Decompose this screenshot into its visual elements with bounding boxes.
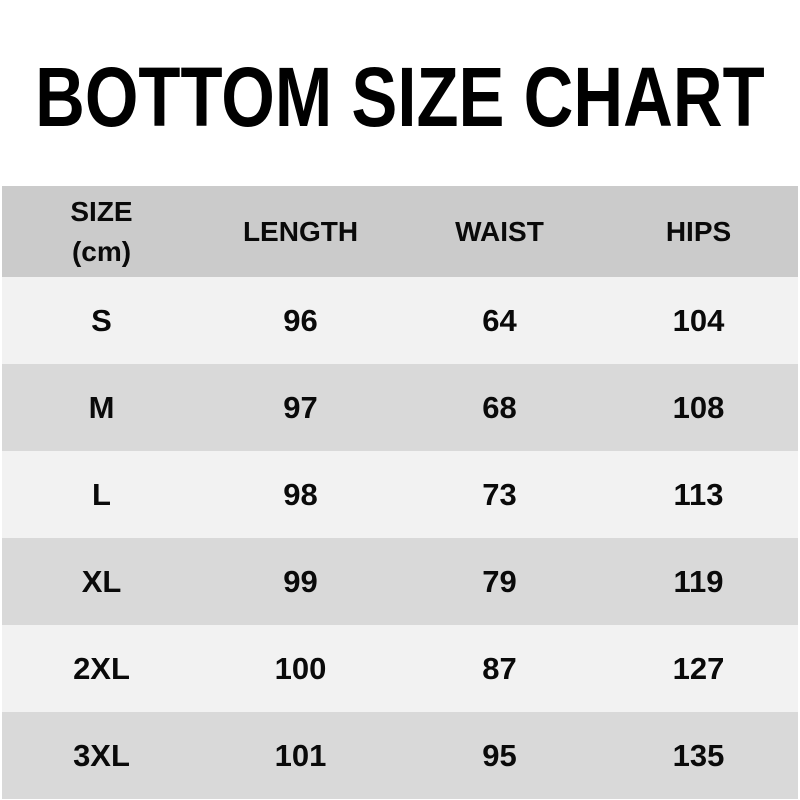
cell-hips: 135: [599, 712, 798, 799]
cell-size: S: [2, 277, 201, 364]
cell-length: 97: [201, 364, 400, 451]
column-header-size-unit: (cm): [71, 235, 132, 267]
cell-length: 99: [201, 538, 400, 625]
cell-length: 96: [201, 277, 400, 364]
column-header-size: SIZE (cm): [2, 186, 201, 277]
cell-hips: 108: [599, 364, 798, 451]
cell-waist: 79: [400, 538, 599, 625]
cell-waist: 73: [400, 451, 599, 538]
table-header-row: SIZE (cm) LENGTH WAIST HIPS: [2, 186, 798, 277]
cell-size: M: [2, 364, 201, 451]
table-row-m: M 97 68 108: [2, 364, 798, 451]
column-header-waist: WAIST: [400, 186, 599, 277]
cell-hips: 119: [599, 538, 798, 625]
cell-waist: 64: [400, 277, 599, 364]
column-header-hips: HIPS: [599, 186, 798, 277]
table-row-2xl: 2XL 100 87 127: [2, 625, 798, 712]
page-title: BOTTOM SIZE CHART: [35, 50, 765, 144]
cell-length: 98: [201, 451, 400, 538]
cell-hips: 104: [599, 277, 798, 364]
title-area: BOTTOM SIZE CHART: [0, 0, 800, 186]
cell-waist: 95: [400, 712, 599, 799]
column-header-length: LENGTH: [201, 186, 400, 277]
column-header-size-label: SIZE: [70, 195, 133, 227]
cell-length: 101: [201, 712, 400, 799]
cell-size: L: [2, 451, 201, 538]
cell-size: 3XL: [2, 712, 201, 799]
table-body: S 96 64 104 M 97 68 108 L 98 73 113 XL 9…: [2, 277, 798, 799]
cell-waist: 87: [400, 625, 599, 712]
cell-hips: 127: [599, 625, 798, 712]
cell-length: 100: [201, 625, 400, 712]
table-head: SIZE (cm) LENGTH WAIST HIPS: [2, 186, 798, 277]
cell-hips: 113: [599, 451, 798, 538]
cell-size: XL: [2, 538, 201, 625]
cell-waist: 68: [400, 364, 599, 451]
cell-size: 2XL: [2, 625, 201, 712]
table-row-l: L 98 73 113: [2, 451, 798, 538]
size-chart-table: SIZE (cm) LENGTH WAIST HIPS S 96 64 104 …: [2, 186, 798, 799]
table-row-3xl: 3XL 101 95 135: [2, 712, 798, 799]
table-row-xl: XL 99 79 119: [2, 538, 798, 625]
table-row-s: S 96 64 104: [2, 277, 798, 364]
